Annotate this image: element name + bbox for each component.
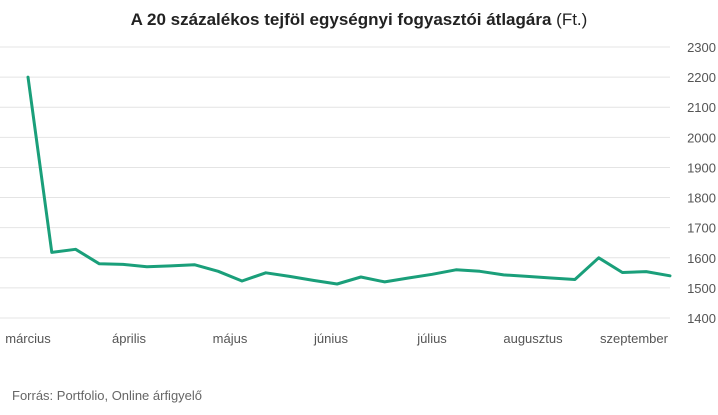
- y-tick-label: 1500: [687, 281, 716, 296]
- source-note: Forrás: Portfolio, Online árfigyelő: [12, 388, 203, 403]
- x-tick-label: június: [313, 331, 348, 346]
- x-tick-label: szeptember: [600, 331, 669, 346]
- x-axis: március április május június július augusztus…: [5, 331, 668, 346]
- grid-lines: [0, 46, 670, 319]
- y-tick-label: 2000: [687, 130, 716, 145]
- y-tick-label: 2100: [687, 100, 716, 115]
- y-tick-label: 1400: [687, 311, 716, 326]
- chart-unit: (Ft.): [556, 10, 588, 29]
- x-tick-label: július: [416, 331, 447, 346]
- y-tick-label: 1600: [687, 251, 716, 266]
- chart-title-text: A 20 százalékos tejföl egységnyi fogyasz…: [130, 10, 552, 29]
- y-tick-label: 2200: [687, 70, 716, 85]
- x-tick-label: április: [112, 331, 146, 346]
- y-tick-label: 2300: [687, 40, 716, 55]
- y-tick-label: 1900: [687, 160, 716, 175]
- y-tick-label: 1700: [687, 221, 716, 236]
- y-tick-label: 1800: [687, 191, 716, 206]
- x-tick-label: március: [5, 331, 51, 346]
- series-line: [26, 75, 672, 286]
- x-tick-label: augusztus: [503, 331, 563, 346]
- y-axis: 1400 1500 1600 1700 1800 1900 2000 2100 2200 2300: [687, 40, 716, 326]
- x-tick-label: május: [213, 331, 248, 346]
- chart-title: A 20 százalékos tejföl egységnyi fogyasz…: [0, 10, 718, 30]
